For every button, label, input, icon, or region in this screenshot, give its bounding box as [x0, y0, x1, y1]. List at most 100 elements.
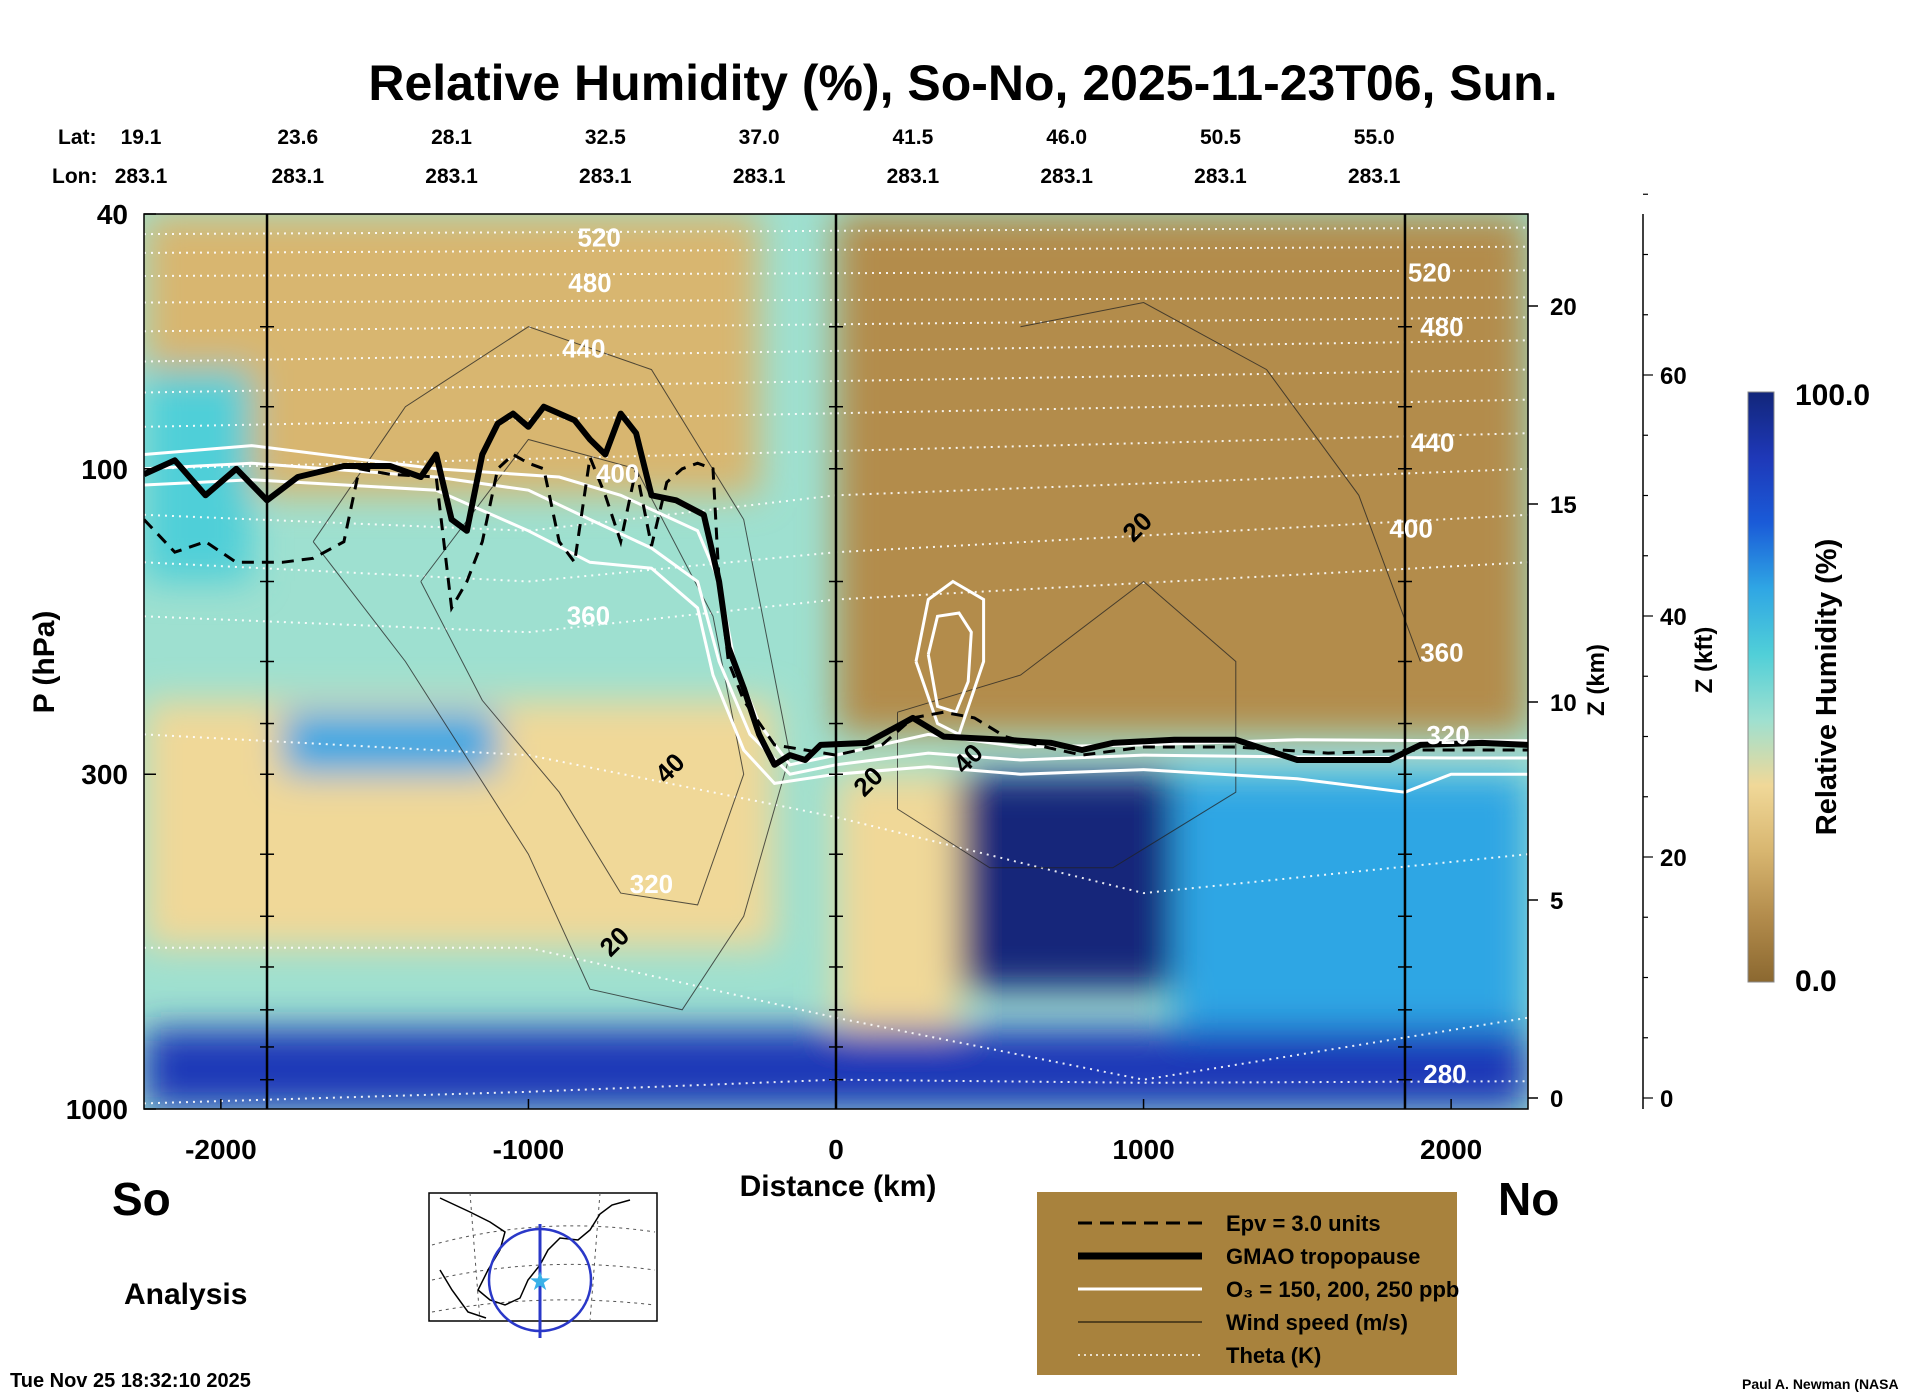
wind-contour	[312, 326, 791, 1011]
y-tick-label: 100	[81, 454, 128, 485]
rh-region-stratosphere-north	[836, 214, 1528, 735]
chart-title: Relative Humidity (%), So-No, 2025-11-23…	[368, 55, 1557, 111]
rh-region-upper-trop-south-moist	[144, 369, 252, 582]
z-km-tick-label: 5	[1550, 888, 1563, 915]
z-kft-label: Z (kft)	[1691, 627, 1718, 694]
lat-value: 28.1	[431, 126, 472, 149]
lon-value: 283.1	[425, 165, 478, 188]
theta-label: 440	[1411, 428, 1454, 458]
credit: Paul A. Newman (NASA	[1742, 1376, 1899, 1392]
x-tick-label: -1000	[493, 1134, 565, 1165]
theta-label: 480	[1420, 312, 1463, 342]
x-axis-label: Distance (km)	[740, 1170, 937, 1203]
z-km-tick-label: 10	[1550, 690, 1577, 717]
legend: Epv = 3.0 units GMAO tropopause O₃ = 150, …	[1037, 1192, 1459, 1375]
lon-value: 283.1	[1194, 165, 1247, 188]
lat-value: 19.1	[121, 126, 162, 149]
lat-label: Lat:	[58, 126, 97, 149]
analysis-label: Analysis	[124, 1278, 247, 1311]
theta-label: 440	[562, 333, 605, 363]
theta-label: 320	[1426, 720, 1469, 750]
x-tick-label: 0	[828, 1134, 844, 1165]
z-km-label: Z (km)	[1583, 644, 1610, 716]
y-tick-label: 300	[81, 759, 128, 790]
legend-label: Wind speed (m/s)	[1226, 1310, 1408, 1335]
theta-contours	[144, 226, 1528, 1105]
theta-line	[144, 513, 1528, 583]
wind-contour	[420, 438, 745, 906]
legend-label: Theta (K)	[1226, 1343, 1321, 1368]
z-kft-axis: 0 20 40 60	[1642, 193, 1687, 1113]
lat-value: 41.5	[892, 126, 933, 149]
z-km-axis: 0 5 10 15 20	[1528, 294, 1577, 1113]
z-kft-tick-label: 20	[1660, 845, 1687, 872]
lon-value: 283.1	[1040, 165, 1093, 188]
map-graticule	[431, 1192, 656, 1322]
lon-value: 283.1	[115, 165, 168, 188]
y-tick-label: 1000	[66, 1094, 128, 1125]
reference-vertical-lines	[260, 214, 1412, 1109]
colorbar-min: 0.0	[1795, 965, 1837, 998]
lat-value: 32.5	[585, 126, 626, 149]
rh-region-north-trop-dry-tongue	[836, 774, 960, 1030]
rh-region-north-trop-moist	[1174, 774, 1528, 1047]
ozone-fold	[926, 611, 973, 715]
tropopause-line	[144, 403, 1528, 768]
north-label: No	[1498, 1173, 1559, 1225]
lat-value: 55.0	[1354, 126, 1395, 149]
tropopause-path	[144, 403, 1528, 768]
theta-label: 480	[568, 268, 611, 298]
wind-contour	[1020, 301, 1421, 662]
map-coastlines	[439, 1197, 631, 1319]
colorbar-max: 100.0	[1795, 379, 1870, 412]
lat-value: 23.6	[277, 126, 318, 149]
lon-label: Lon:	[52, 165, 97, 188]
y-axis-label: P (hPa)	[28, 611, 61, 714]
theta-label: 320	[630, 869, 673, 899]
rh-region-north-trop-saturated	[959, 774, 1175, 990]
z-kft-tick-label: 0	[1660, 1086, 1673, 1113]
x-tick-label: 2000	[1420, 1134, 1482, 1165]
lat-value: 46.0	[1046, 126, 1087, 149]
colorbar: 100.0 0.0 Relative Humidity (%)	[1747, 379, 1870, 998]
z-km-tick-label: 0	[1550, 1086, 1563, 1113]
locator-map: ★	[428, 1192, 658, 1338]
z-km-tick-label: 20	[1550, 294, 1577, 321]
rh-region-trough-moist-band	[282, 712, 498, 775]
y-tick-label: 40	[97, 199, 128, 230]
lon-value: 283.1	[271, 165, 324, 188]
lon-value: 283.1	[579, 165, 632, 188]
epv-line	[144, 451, 1528, 757]
lat-value: 37.0	[739, 126, 780, 149]
plot-area: 5204804404003603205204804404003603202802…	[144, 214, 1528, 1109]
x-axis: -2000 -1000 0 1000 2000	[185, 1099, 1482, 1165]
theta-label: 400	[1389, 513, 1432, 543]
timestamp: Tue Nov 25 18:32:10 2025	[10, 1370, 251, 1392]
legend-label: GMAO tropopause	[1226, 1244, 1420, 1269]
theta-label: 520	[1408, 258, 1451, 288]
legend-label: Epv = 3.0 units	[1226, 1211, 1381, 1236]
theta-label: 360	[567, 600, 610, 630]
theta-line	[144, 1078, 1528, 1105]
lon-value: 283.1	[887, 165, 940, 188]
ozone-contours	[144, 444, 1528, 794]
ozone-line	[144, 478, 1528, 794]
epv-path	[144, 451, 1528, 757]
map-frame	[428, 1192, 658, 1322]
x-tick-label: 1000	[1112, 1134, 1174, 1165]
z-km-tick-label: 15	[1550, 492, 1577, 519]
colorbar-ramp	[1747, 391, 1775, 983]
theta-label: 520	[577, 223, 620, 253]
theta-label: 280	[1423, 1059, 1466, 1089]
theta-label: 360	[1420, 638, 1463, 668]
z-kft-tick-label: 40	[1660, 604, 1687, 631]
ozone-line	[144, 461, 1528, 776]
lon-value: 283.1	[733, 165, 786, 188]
theta-label: 400	[596, 458, 639, 488]
lat-value: 50.5	[1200, 126, 1241, 149]
lon-value: 283.1	[1348, 165, 1401, 188]
legend-label: O₃ = 150, 200, 250 ppb	[1226, 1277, 1459, 1302]
x-tick-label: -2000	[185, 1134, 257, 1165]
